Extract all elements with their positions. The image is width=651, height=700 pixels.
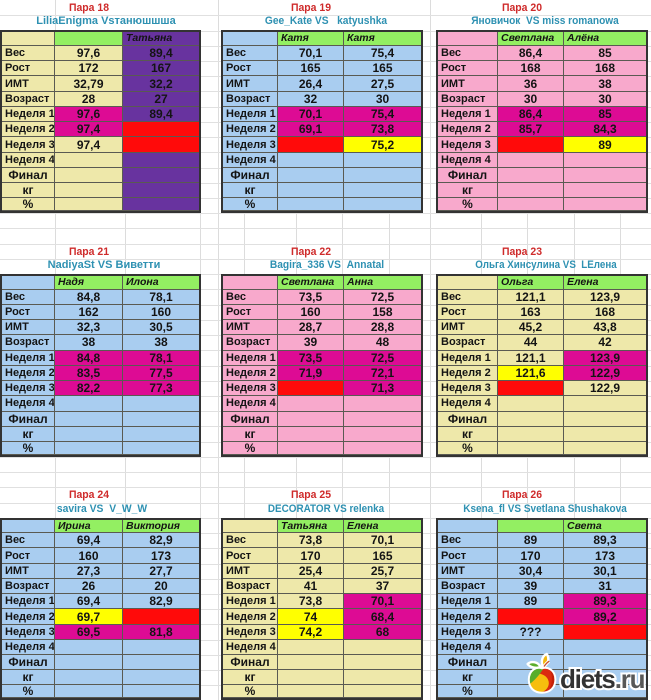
svg-text:diets.ru: diets.ru — [560, 664, 645, 694]
